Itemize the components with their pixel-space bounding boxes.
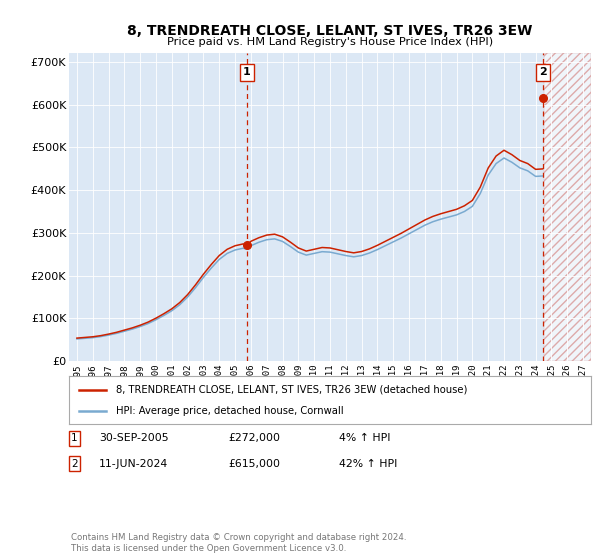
Text: Price paid vs. HM Land Registry's House Price Index (HPI): Price paid vs. HM Land Registry's House … [167,37,493,47]
Text: 1: 1 [243,67,251,77]
Text: Contains HM Land Registry data © Crown copyright and database right 2024.
This d: Contains HM Land Registry data © Crown c… [71,533,406,553]
Text: 2: 2 [71,459,77,469]
Text: 30-SEP-2005: 30-SEP-2005 [99,433,169,444]
Text: 1: 1 [71,433,77,444]
Bar [544,53,591,361]
Text: HPI: Average price, detached house, Cornwall: HPI: Average price, detached house, Corn… [116,405,344,416]
Text: 8, TRENDREATH CLOSE, LELANT, ST IVES, TR26 3EW (detached house): 8, TRENDREATH CLOSE, LELANT, ST IVES, TR… [116,385,467,395]
Text: £615,000: £615,000 [228,459,280,469]
Text: 4% ↑ HPI: 4% ↑ HPI [339,433,391,444]
Text: 42% ↑ HPI: 42% ↑ HPI [339,459,397,469]
Bar [544,53,591,361]
Text: £272,000: £272,000 [228,433,280,444]
Text: 2: 2 [539,67,547,77]
Text: 11-JUN-2024: 11-JUN-2024 [99,459,168,469]
Text: 8, TRENDREATH CLOSE, LELANT, ST IVES, TR26 3EW: 8, TRENDREATH CLOSE, LELANT, ST IVES, TR… [127,24,533,38]
